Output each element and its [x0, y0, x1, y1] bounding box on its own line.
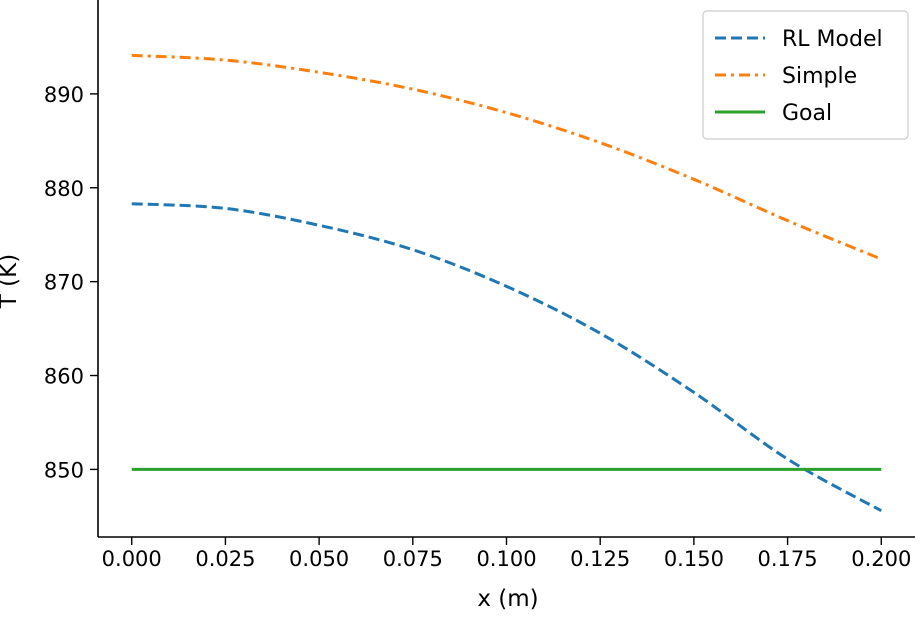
- series-lines: [131, 53, 882, 513]
- x-tick-label: 0.125: [570, 547, 630, 571]
- legend: RL Model Simple Goal: [702, 10, 909, 140]
- legend-frame: [702, 10, 909, 140]
- y-tick-label: 850: [44, 458, 84, 482]
- x-tick-label: 0.075: [383, 547, 443, 571]
- x-tick-label: 0.175: [758, 547, 818, 571]
- x-tick-label: 0.050: [289, 547, 349, 571]
- series-line-simple: [131, 53, 882, 261]
- x-tick-label: 0.000: [102, 547, 162, 571]
- y-tick-label: 880: [44, 177, 84, 201]
- x-tick-label: 0.025: [195, 547, 255, 571]
- legend-label-simple: Simple: [782, 64, 857, 89]
- x-tick-label: 0.100: [476, 547, 536, 571]
- y-axis-label: T (K): [0, 254, 22, 309]
- x-tick-label: 0.150: [664, 547, 724, 571]
- legend-label-rl-model: RL Model: [782, 27, 883, 52]
- y-tick-label: 870: [44, 271, 84, 295]
- x-tick-label: 0.200: [851, 547, 911, 571]
- legend-items: RL Model Simple Goal: [715, 27, 883, 126]
- y-ticks: 850 860 870 880 890: [44, 83, 98, 482]
- x-axis-label: x (m): [477, 586, 538, 612]
- x-ticks: 0.000 0.025 0.050 0.075 0.100 0.125 0.150 0.175…: [102, 537, 911, 571]
- legend-label-goal: Goal: [782, 101, 832, 126]
- series-line-rl-model: [131, 202, 882, 513]
- y-tick-label: 860: [44, 365, 84, 389]
- y-tick-label: 890: [44, 83, 84, 107]
